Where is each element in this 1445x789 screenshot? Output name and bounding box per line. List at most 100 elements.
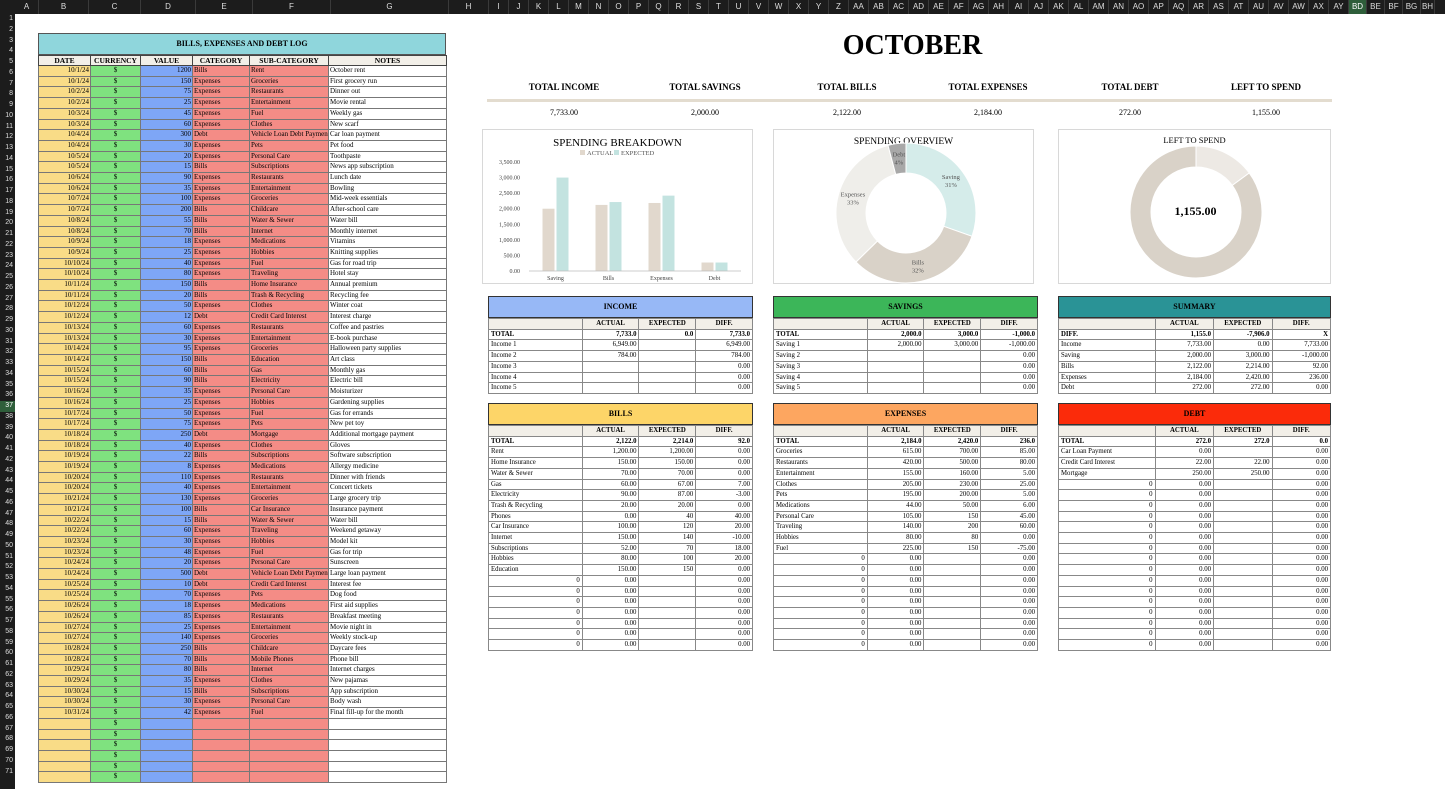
table-cell[interactable]: 0 [1058,639,1156,651]
log-cell[interactable]: 10/16/24 [38,396,91,409]
table-cell[interactable] [923,639,982,651]
table-cell[interactable]: 0 [773,574,868,587]
log-cell[interactable]: Phone bill [328,653,447,666]
log-cell[interactable]: October rent [328,65,447,77]
table-cell[interactable]: Education [488,564,583,576]
log-cell[interactable]: 250 [140,428,193,441]
log-cell[interactable]: Gardening supplies [328,396,447,409]
table-cell[interactable]: 0 [488,574,583,587]
log-cell[interactable]: 10/28/24 [38,642,91,655]
column-header-k[interactable]: K [529,0,549,14]
log-cell[interactable]: Traveling [249,525,329,537]
log-cell[interactable]: Internet [249,225,329,238]
column-header-as[interactable]: AS [1209,0,1229,14]
log-cell[interactable]: Fuel [249,407,329,420]
table-cell[interactable]: 150.00 [638,457,697,469]
log-cell[interactable] [38,728,91,741]
log-cell[interactable]: $ [90,107,141,120]
log-cell[interactable]: $ [90,300,141,313]
log-cell[interactable]: Internet [249,664,329,677]
log-cell[interactable]: Bills [192,214,250,227]
table-cell[interactable]: 0.00 [581,628,640,641]
table-cell[interactable]: 0.00 [695,617,753,630]
log-cell[interactable]: Monthly gas [328,364,447,377]
log-cell[interactable]: 10/9/24 [38,246,91,259]
log-cell[interactable]: Interest charge [328,311,447,323]
column-header-o[interactable]: O [609,0,629,14]
log-cell[interactable]: Software subscription [328,450,447,463]
row-header-54[interactable]: 54 [5,584,13,592]
table-cell[interactable]: -3.00 [695,489,753,501]
log-cell[interactable]: $ [90,589,141,602]
table-cell[interactable]: 90.00 [581,489,640,501]
table-cell[interactable]: 0.00 [1271,542,1331,555]
log-cell[interactable] [38,760,91,773]
table-cell[interactable]: 0.00 [1154,553,1215,566]
log-cell[interactable]: 10/1/24 [38,75,91,88]
log-cell[interactable]: Fuel [249,546,329,559]
column-header-bf[interactable]: BF [1385,0,1403,14]
table-cell[interactable]: 0.00 [1154,596,1215,608]
log-cell[interactable]: $ [90,771,141,784]
column-header-av[interactable]: AV [1269,0,1289,14]
table-cell[interactable]: 0 [773,606,868,619]
table-cell[interactable]: 0 [773,617,868,630]
log-cell[interactable] [140,771,193,784]
log-cell[interactable]: Expenses [192,525,250,537]
row-header-28[interactable]: 28 [5,305,13,313]
table-cell[interactable]: 80.00 [866,532,925,544]
table-cell[interactable]: 0.00 [980,350,1038,362]
log-cell[interactable]: 60 [140,525,193,537]
log-cell[interactable]: Expenses [192,407,250,420]
log-cell[interactable] [249,750,329,762]
table-cell[interactable] [1213,478,1273,491]
table-cell[interactable]: 0.00 [1271,596,1331,608]
table-cell[interactable]: 0.00 [1271,617,1331,630]
log-cell[interactable]: 10/20/24 [38,471,91,484]
log-cell[interactable]: $ [90,246,141,259]
table-header[interactable]: DIFF. [695,318,753,330]
table-cell[interactable]: 0.00 [695,499,753,512]
table-header[interactable]: EXPECTED [923,425,982,437]
table-cell[interactable]: 0.00 [1154,499,1215,512]
log-cell[interactable]: 10/11/24 [38,289,91,302]
row-header-61[interactable]: 61 [5,660,13,667]
log-cell[interactable] [249,717,329,730]
row-header-33[interactable]: 33 [5,359,13,366]
log-cell[interactable]: Large grocery trip [328,493,447,505]
log-cell[interactable]: Moisturizer [328,386,447,398]
log-cell[interactable]: 10/5/24 [38,150,91,163]
table-cell[interactable] [638,360,697,373]
log-cell[interactable]: Expenses [192,386,250,398]
log-cell[interactable]: Bills [192,450,250,463]
row-header-9[interactable]: 9 [9,101,13,108]
row-header-13[interactable]: 13 [5,144,13,151]
table-cell[interactable]: 0.00 [866,553,925,566]
log-cell[interactable]: Groceries [249,75,329,88]
log-cell[interactable]: 35 [140,675,193,687]
row-header-62[interactable]: 62 [5,670,13,678]
log-cell[interactable]: Expenses [192,300,250,313]
table-cell[interactable]: 0.00 [1271,521,1331,534]
log-cell[interactable]: Expenses [192,600,250,612]
column-header-am[interactable]: AM [1089,0,1109,14]
log-cell[interactable]: Expenses [192,535,250,548]
table-header[interactable]: DIFF. [1271,425,1331,437]
table-cell[interactable] [1213,617,1273,630]
log-cell[interactable]: 15 [140,685,193,698]
table-cell[interactable]: -1,000.00 [980,339,1038,352]
log-cell[interactable]: Entertainment [249,332,329,345]
log-cell[interactable]: Debt [192,129,250,141]
log-cell[interactable]: 35 [140,182,193,195]
log-cell[interactable]: Bills [192,503,250,516]
row-header-7[interactable]: 7 [9,79,13,87]
table-cell[interactable]: 0 [1058,574,1156,587]
row-header-21[interactable]: 21 [5,230,13,237]
log-cell[interactable]: Clothes [249,675,329,687]
table-cell[interactable]: 0.00 [1271,489,1331,501]
table-cell[interactable]: 0.00 [1271,585,1331,598]
column-header-l[interactable]: L [549,0,569,14]
table-header[interactable]: ACTUAL [581,318,640,330]
log-cell[interactable]: Credit Card Interest [249,311,329,323]
log-cell[interactable]: 10/17/24 [38,418,91,430]
